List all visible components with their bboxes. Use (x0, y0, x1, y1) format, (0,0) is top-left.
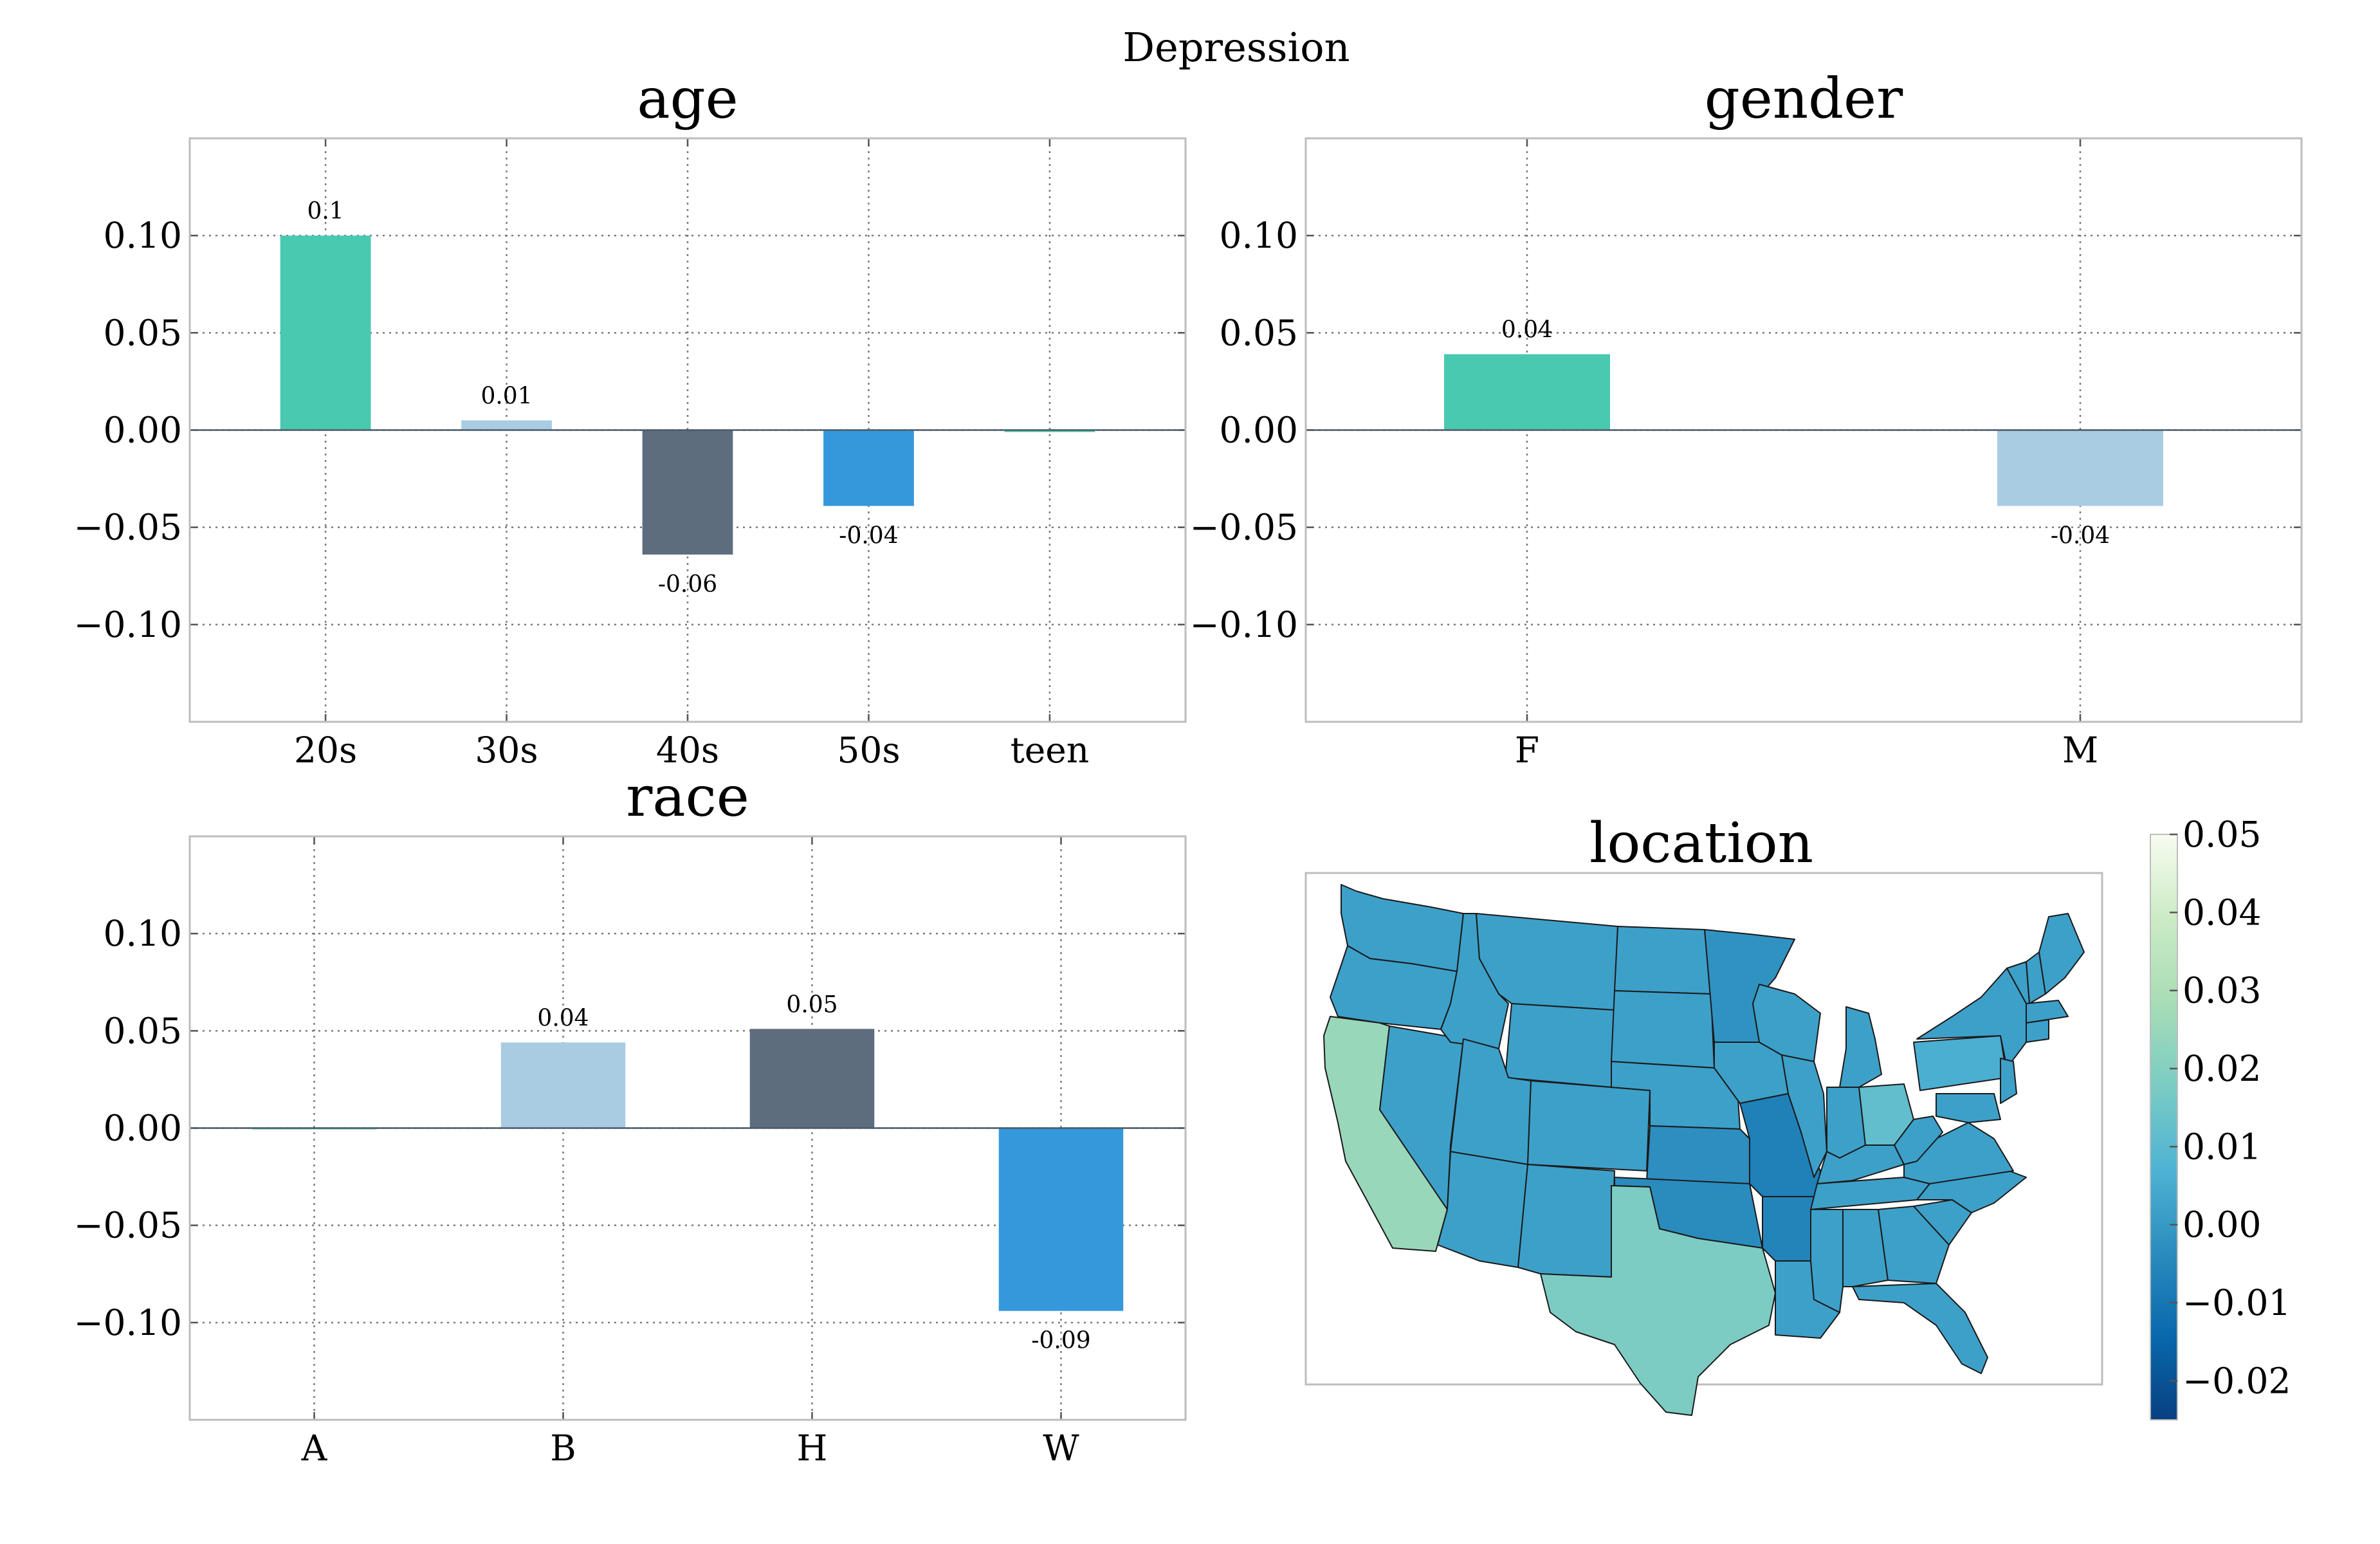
plot-frame (188, 137, 1187, 723)
data-label: -0.04 (839, 522, 898, 549)
state-kansas (1646, 1125, 1750, 1184)
chart-title: age (637, 67, 738, 131)
colorbar-gradient (2150, 834, 2178, 1420)
colorbar-tick-label: 0.02 (2183, 1048, 2261, 1089)
state-new-jersey (2000, 1058, 2017, 1104)
plot-frame (1304, 137, 2303, 723)
state-mississippi (1810, 1209, 1844, 1313)
state-north-dakota (1614, 926, 1712, 995)
x-tick-label: A (301, 1428, 328, 1469)
us-states (1323, 884, 2085, 1416)
state-pennsylvania (1913, 1035, 2008, 1091)
colorbar-tick-label: −0.02 (2183, 1360, 2291, 1401)
chart-title: gender (1705, 67, 1903, 131)
data-label: 0.04 (1501, 317, 1553, 344)
data-label: 0.05 (786, 991, 838, 1018)
figure-title: Depression (1122, 24, 1350, 71)
x-tick-label: 30s (475, 730, 538, 771)
state-virginia (1903, 1122, 2014, 1184)
colorbar-tick-label: 0.00 (2183, 1204, 2261, 1245)
state-south-dakota (1611, 990, 1715, 1069)
bar (461, 420, 552, 430)
bar (823, 430, 914, 506)
bar (1444, 354, 1610, 430)
y-tick-label: −0.10 (1189, 604, 1298, 645)
state-new-mexico (1517, 1164, 1615, 1278)
age-chart: age 0.10 0.05 0.00 −0.05 −0.10 20s 30s 40s 50s tee… (73, 67, 1187, 771)
state-michigan (1839, 1006, 1882, 1088)
y-tick-label: 0.05 (104, 312, 182, 353)
y-tick-label: 0.05 (104, 1010, 182, 1051)
y-tick-label: 0.00 (104, 410, 182, 451)
x-tick-label: M (2062, 730, 2098, 771)
state-colorado (1527, 1080, 1651, 1172)
y-tick-label: 0.00 (1220, 410, 1298, 451)
bar (280, 235, 371, 430)
x-tick-label: H (797, 1428, 828, 1469)
data-label: -0.04 (2051, 522, 2110, 549)
state-texas (1540, 1185, 1776, 1416)
y-tick-label: −0.10 (73, 604, 182, 645)
map-frame (1304, 872, 2103, 1386)
bar (749, 1029, 875, 1128)
data-label: -0.06 (658, 571, 717, 598)
x-tick-label: B (550, 1428, 576, 1469)
y-tick-label: −0.05 (1189, 507, 1298, 548)
chart-title: race (626, 765, 749, 829)
x-tick-label: teen (1011, 730, 1090, 771)
x-tick-label: 20s (294, 730, 357, 771)
y-tick-label: 0.10 (104, 215, 182, 256)
state-maine (2038, 913, 2085, 995)
y-tick-label: −0.05 (73, 507, 182, 548)
y-tick-label: 0.10 (104, 913, 182, 954)
bar (500, 1042, 626, 1128)
data-label: -0.09 (1031, 1328, 1090, 1354)
colorbar-tick-label: 0.03 (2183, 970, 2261, 1011)
bar (1997, 430, 2163, 506)
bar (642, 430, 733, 555)
colorbar-tick-label: 0.01 (2183, 1126, 2261, 1167)
x-tick-label: 50s (837, 730, 900, 771)
state-connecticut (2026, 1019, 2049, 1043)
bar (1004, 430, 1095, 432)
location-map: location (1304, 811, 2103, 1416)
state-alabama (1842, 1209, 1889, 1287)
colorbar-tick-label: −0.01 (2183, 1282, 2291, 1323)
state-west-virginia (1894, 1116, 1943, 1165)
bar (998, 1128, 1124, 1311)
y-tick-label: −0.10 (73, 1302, 182, 1343)
data-label: 0.01 (481, 383, 532, 409)
state-maryland (1936, 1093, 2001, 1123)
y-tick-label: 0.00 (104, 1108, 182, 1149)
state-florida (1852, 1283, 1988, 1374)
y-tick-label: −0.05 (73, 1205, 182, 1246)
y-tick-label: 0.10 (1220, 215, 1298, 256)
data-label: 0.1 (307, 198, 343, 225)
colorbar-tick-label: 0.04 (2183, 892, 2261, 933)
y-tick-label: 0.05 (1220, 312, 1298, 353)
gender-chart: gender 0.10 0.05 0.00 −0.05 −0.10 F M 0.04 -0.04 (1189, 67, 2303, 771)
location-title: location (1589, 811, 1813, 876)
state-massachusetts (2026, 1000, 2069, 1024)
x-tick-label: 40s (656, 730, 719, 771)
x-tick-label: F (1515, 730, 1539, 771)
race-chart: race 0.10 0.05 0.00 −0.05 −0.10 A B H W 0.04 0.05 -0… (73, 765, 1187, 1469)
state-arkansas (1762, 1196, 1818, 1262)
plot-frame (188, 835, 1187, 1421)
colorbar: 0.05 0.04 0.03 0.02 0.01 0.00 −0.01 −0.02 (2150, 814, 2291, 1420)
data-label: 0.04 (537, 1005, 589, 1031)
colorbar-tick-label: 0.05 (2183, 814, 2261, 855)
x-tick-label: W (1043, 1428, 1079, 1469)
state-arizona (1437, 1151, 1528, 1268)
state-wyoming (1505, 1003, 1615, 1088)
state-illinois (1781, 1054, 1827, 1178)
